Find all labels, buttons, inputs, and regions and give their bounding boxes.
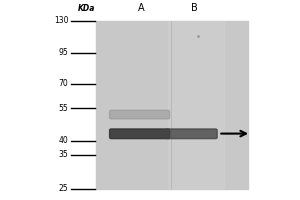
- FancyBboxPatch shape: [110, 129, 170, 139]
- Bar: [97, 21, 248, 189]
- Text: KDa: KDa: [77, 4, 95, 13]
- FancyBboxPatch shape: [166, 129, 217, 139]
- Text: 35: 35: [58, 150, 68, 159]
- Text: 70: 70: [58, 79, 68, 88]
- Text: 25: 25: [58, 184, 68, 193]
- Text: 40: 40: [58, 136, 68, 145]
- Text: 95: 95: [58, 48, 68, 57]
- Bar: [168, 21, 224, 189]
- Text: 55: 55: [58, 104, 68, 113]
- Text: B: B: [191, 3, 198, 13]
- Text: 130: 130: [54, 16, 68, 25]
- FancyBboxPatch shape: [110, 110, 170, 119]
- Text: A: A: [138, 3, 144, 13]
